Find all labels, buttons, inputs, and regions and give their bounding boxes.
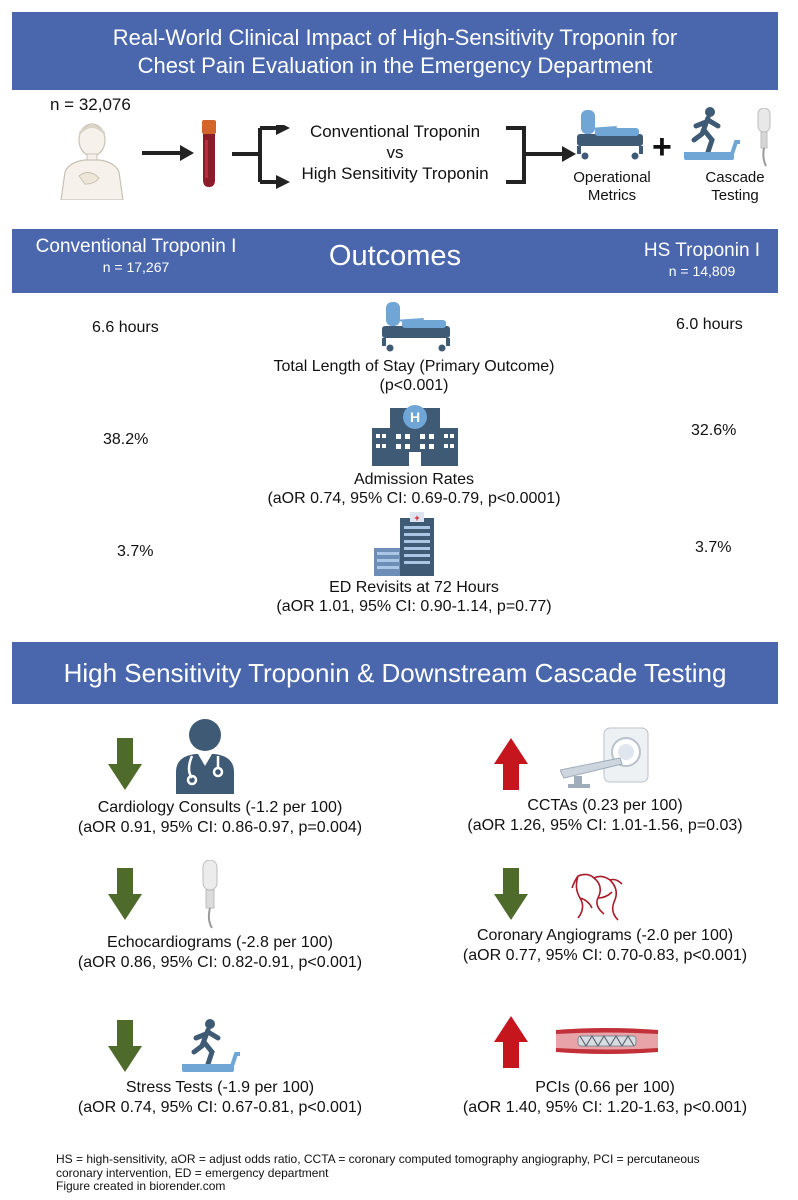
sample-size-label: n = 32,076 [50, 95, 131, 114]
echo-stats: (aOR 0.86, 95% CI: 0.82-0.91, p<0.001) [77, 954, 363, 971]
cascade-testing-label: Cascade Testing [695, 169, 775, 205]
echo-down-arrow [108, 868, 142, 920]
pci-up-arrow [494, 1016, 528, 1068]
comparison-vs: vs [386, 143, 404, 162]
title-line-2: Chest Pain Evaluation in the Emergency D… [137, 53, 653, 78]
operational-metrics-line2: Metrics [587, 187, 637, 204]
flow-arrow-3 [506, 125, 576, 189]
treadmill-icon [180, 1018, 242, 1076]
cascade-testing-line2: Testing [711, 187, 759, 204]
stress-stats: (aOR 0.74, 95% CI: 0.67-0.81, p<0.001) [77, 1099, 363, 1116]
comparison-conventional: Conventional Troponin [309, 122, 481, 141]
consults-stats: (aOR 0.91, 95% CI: 0.86-0.97, p=0.004) [77, 819, 363, 836]
pci-label: PCIs (0.66 per 100) [535, 1079, 675, 1096]
angiogram-stats: (aOR 0.77, 95% CI: 0.70-0.83, p<0.001) [462, 947, 748, 964]
los-hs-value: 6.0 hours [676, 316, 743, 333]
hs-group-n: n = 14,809 [668, 263, 736, 279]
title-line-1: Real-World Clinical Impact of High-Sensi… [112, 25, 678, 50]
los-stats: (p<0.001) [379, 377, 449, 394]
consults-down-arrow [108, 738, 142, 790]
svg-text:H: H [410, 409, 420, 425]
cascade-treadmill-icon [682, 106, 742, 164]
admission-stats: (aOR 0.74, 95% CI: 0.69-0.79, p<0.0001) [267, 490, 561, 507]
patient-chest-pain-icon [55, 120, 130, 200]
los-conventional-value: 6.6 hours [92, 319, 159, 336]
cascade-title: High Sensitivity Troponin & Downstream C… [63, 658, 727, 688]
operational-metrics-line1: Operational [573, 169, 651, 186]
doctor-icon [172, 718, 238, 794]
revisit-hs-value: 3.7% [695, 539, 732, 556]
revisit-stats: (aOR 1.01, 95% CI: 0.90-1.14, p=0.77) [276, 598, 552, 615]
admission-conventional-value: 38.2% [103, 431, 149, 448]
footnote-line-3: Figure created in biorender.com [56, 1179, 226, 1193]
blood-tube-icon [199, 120, 219, 188]
admission-hs-value: 32.6% [691, 422, 737, 439]
svg-text:+: + [414, 513, 419, 523]
los-label: Total Length of Stay (Primary Outcome) [273, 358, 555, 375]
revisit-hospital-complex-icon: + [374, 512, 438, 576]
angiogram-down-arrow [494, 868, 528, 920]
angiogram-label: Coronary Angiograms (-2.0 per 100) [476, 927, 734, 944]
ct-scanner-icon [560, 724, 652, 788]
ccta-stats: (aOR 1.26, 95% CI: 1.01-1.56, p=0.03) [467, 817, 743, 834]
operational-bed-icon [575, 108, 647, 160]
ccta-label: CCTAs (0.23 per 100) [527, 797, 683, 814]
footnote: HS = high-sensitivity, aOR = adjust odds… [56, 1152, 796, 1194]
footnote-line-1: HS = high-sensitivity, aOR = adjust odds… [56, 1152, 700, 1166]
ultrasound-probe-icon [200, 860, 220, 930]
stress-label: Stress Tests (-1.9 per 100) [125, 1079, 315, 1096]
plus-sign: + [652, 128, 672, 166]
ccta-up-arrow [494, 738, 528, 790]
flow-arrow-2 [232, 125, 292, 189]
comparison-hs: High Sensitivity Troponin [301, 164, 489, 183]
outcomes-title: Outcomes [328, 240, 462, 272]
los-bed-icon [380, 302, 454, 352]
hs-group-title: HS Troponin I [643, 240, 761, 261]
admission-hospital-icon: H [372, 400, 458, 466]
pci-stats: (aOR 1.40, 95% CI: 1.20-1.63, p<0.001) [462, 1099, 748, 1116]
stress-down-arrow [108, 1020, 142, 1072]
echo-label: Echocardiograms (-2.8 per 100) [107, 934, 333, 951]
operational-metrics-label: Operational Metrics [562, 169, 662, 205]
consults-label: Cardiology Consults (-1.2 per 100) [97, 799, 343, 816]
flow-arrow-1 [142, 145, 194, 161]
revisit-label: ED Revisits at 72 Hours [329, 579, 499, 596]
coronary-vessels-icon [564, 868, 628, 924]
cascade-testing-line1: Cascade [705, 169, 765, 186]
conventional-group-n: n = 17,267 [102, 259, 170, 275]
stent-icon [556, 1024, 658, 1058]
title-banner: Real-World Clinical Impact of High-Sensi… [12, 12, 778, 90]
cascade-banner: High Sensitivity Troponin & Downstream C… [12, 642, 778, 704]
conventional-group-title: Conventional Troponin I [35, 236, 237, 257]
comparison-block: Conventional Troponin vs High Sensitivit… [280, 121, 510, 184]
revisit-conventional-value: 3.7% [117, 543, 154, 560]
admission-label: Admission Rates [353, 471, 475, 488]
outcomes-banner: Conventional Troponin I n = 17,267 Outco… [12, 229, 778, 293]
footnote-line-2: coronary intervention, ED = emergency de… [56, 1165, 329, 1180]
cascade-probe-icon [755, 108, 773, 168]
